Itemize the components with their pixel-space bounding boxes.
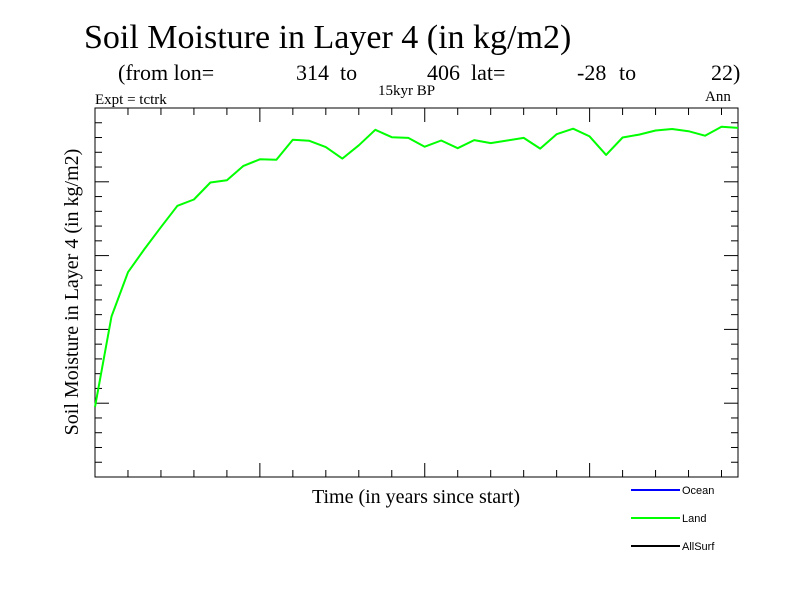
- legend: Ocean Land AllSurf: [631, 485, 715, 553]
- chart-title: Soil Moisture in Layer 4 (in kg/m2): [84, 19, 571, 56]
- subtitle-lon-end: 406: [427, 60, 460, 85]
- legend-label-ocean: Ocean: [682, 485, 714, 497]
- subtitle-lat-end: 22): [711, 60, 740, 85]
- axis-ticks: [94, 107, 738, 478]
- subtitle-lat-start: -28: [577, 60, 606, 85]
- series-line-land: [94, 125, 739, 408]
- plot-frame: [94, 107, 739, 478]
- y-axis-label: Soil Moisture in Layer 4 (in kg/m2): [61, 149, 83, 436]
- period-label: 15kyr BP: [378, 83, 435, 99]
- season-label: Ann: [705, 89, 731, 105]
- legend-label-allsurf: AllSurf: [682, 541, 715, 553]
- legend-label-land: Land: [682, 513, 706, 525]
- expt-label: Expt = tctrk: [95, 92, 167, 108]
- x-axis-label: Time (in years since start): [312, 486, 520, 508]
- subtitle-lat: lat=: [471, 60, 505, 85]
- subtitle-from-lon: (from lon=: [118, 60, 214, 85]
- subtitle-to-1: to: [340, 60, 357, 85]
- subtitle-to-2: to: [619, 60, 636, 85]
- series-lines: [94, 125, 739, 408]
- subtitle-lon-start: 314: [296, 60, 329, 85]
